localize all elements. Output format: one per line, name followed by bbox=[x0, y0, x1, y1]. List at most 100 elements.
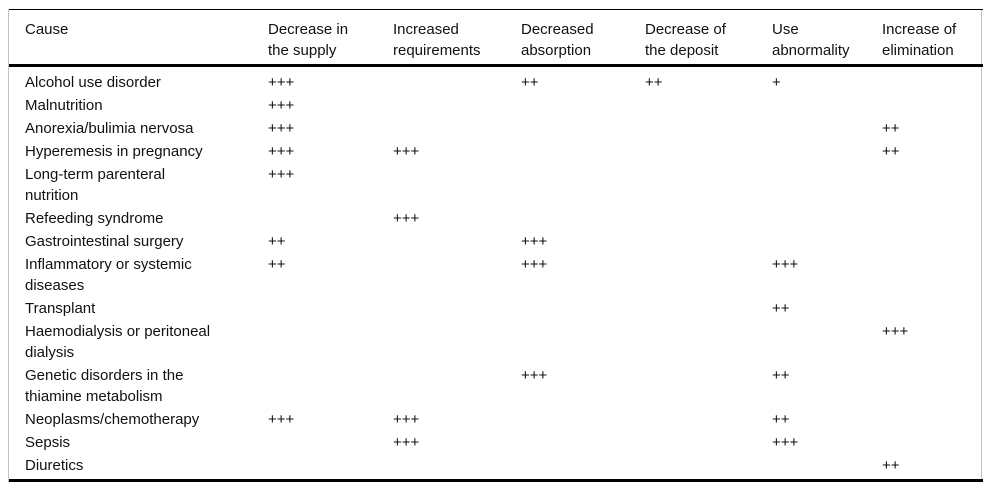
value-cell bbox=[866, 94, 983, 117]
value-cell: +++ bbox=[772, 434, 799, 451]
value-cell bbox=[756, 454, 866, 481]
column-header-cause: Cause bbox=[9, 9, 252, 67]
table-row: Malnutrition +++ bbox=[9, 94, 983, 117]
value-cell bbox=[629, 230, 756, 253]
value-cell bbox=[505, 94, 629, 117]
value-cell: +++ bbox=[521, 233, 548, 250]
value-cell: +++ bbox=[268, 74, 295, 91]
cause-cell: Haemodialysis or peritoneal dialysis bbox=[25, 323, 211, 361]
value-cell bbox=[252, 364, 377, 408]
value-cell: +++ bbox=[393, 210, 420, 227]
table-row: Transplant ++ bbox=[9, 297, 983, 320]
table-row: Haemodialysis or peritoneal dialysis +++ bbox=[9, 320, 983, 364]
table-row: Anorexia/bulimia nervosa +++ ++ bbox=[9, 117, 983, 140]
value-cell bbox=[629, 117, 756, 140]
table-row: Genetic disorders in the thiamine metabo… bbox=[9, 364, 983, 408]
value-cell: ++ bbox=[772, 300, 790, 317]
causes-table-frame: Cause Decrease in the supply Increased req… bbox=[8, 9, 983, 482]
column-header: Increased requirements bbox=[377, 9, 505, 67]
table-row: Long-term parenteral nutrition +++ bbox=[9, 163, 983, 207]
value-cell bbox=[629, 297, 756, 320]
value-cell: +++ bbox=[882, 323, 909, 340]
value-cell bbox=[756, 207, 866, 230]
value-cell bbox=[629, 431, 756, 454]
cause-cell: Gastrointestinal surgery bbox=[25, 233, 184, 250]
cause-cell: Diuretics bbox=[25, 457, 84, 474]
table-body: Alcohol use disorder +++ ++ ++ + Malnutrition… bbox=[9, 66, 983, 481]
table-row: Inflammatory or systemic diseases ++ +++ ++… bbox=[9, 253, 983, 297]
value-cell bbox=[756, 117, 866, 140]
value-cell bbox=[866, 230, 983, 253]
cause-cell: Genetic disorders in the thiamine metabo… bbox=[25, 367, 184, 405]
value-cell bbox=[866, 253, 983, 297]
value-cell bbox=[377, 454, 505, 481]
table-row: Hyperemesis in pregnancy +++ +++ ++ bbox=[9, 140, 983, 163]
value-cell: +++ bbox=[268, 143, 295, 160]
value-cell bbox=[629, 364, 756, 408]
table-row: Neoplasms/chemotherapy +++ +++ ++ bbox=[9, 408, 983, 431]
value-cell: +++ bbox=[772, 256, 799, 273]
value-cell: + bbox=[772, 74, 781, 91]
cause-cell: Long-term parenteral nutrition bbox=[25, 166, 166, 204]
value-cell: +++ bbox=[393, 143, 420, 160]
value-cell: +++ bbox=[393, 434, 420, 451]
cause-cell: Inflammatory or systemic diseases bbox=[25, 256, 192, 294]
cause-cell: Neoplasms/chemotherapy bbox=[25, 411, 200, 428]
value-cell bbox=[629, 454, 756, 481]
value-cell bbox=[629, 408, 756, 431]
value-cell bbox=[505, 431, 629, 454]
value-cell bbox=[252, 320, 377, 364]
value-cell bbox=[252, 297, 377, 320]
cause-cell: Hyperemesis in pregnancy bbox=[25, 143, 203, 160]
value-cell bbox=[866, 297, 983, 320]
value-cell bbox=[629, 320, 756, 364]
value-cell bbox=[629, 140, 756, 163]
value-cell: +++ bbox=[521, 256, 548, 273]
value-cell: ++ bbox=[772, 367, 790, 384]
table-row: Refeeding syndrome +++ bbox=[9, 207, 983, 230]
value-cell: ++ bbox=[882, 143, 900, 160]
value-cell bbox=[377, 163, 505, 207]
column-header: Use abnormality bbox=[756, 9, 866, 67]
cause-cell: Anorexia/bulimia nervosa bbox=[25, 120, 194, 137]
cause-cell: Malnutrition bbox=[25, 97, 103, 114]
value-cell bbox=[252, 454, 377, 481]
value-cell bbox=[505, 163, 629, 207]
value-cell bbox=[629, 94, 756, 117]
value-cell bbox=[377, 94, 505, 117]
table-row: Sepsis +++ +++ bbox=[9, 431, 983, 454]
value-cell: ++ bbox=[521, 74, 539, 91]
value-cell: ++ bbox=[645, 74, 663, 91]
table-row: Gastrointestinal surgery ++ +++ bbox=[9, 230, 983, 253]
value-cell bbox=[505, 297, 629, 320]
value-cell: ++ bbox=[268, 233, 286, 250]
cause-cell: Alcohol use disorder bbox=[25, 74, 161, 91]
table-row: Alcohol use disorder +++ ++ ++ + bbox=[9, 66, 983, 95]
value-cell bbox=[756, 94, 866, 117]
column-header: Increase of elimination bbox=[866, 9, 983, 67]
cause-cell: Transplant bbox=[25, 300, 96, 317]
value-cell bbox=[756, 140, 866, 163]
value-cell: ++ bbox=[882, 457, 900, 474]
value-cell bbox=[629, 163, 756, 207]
value-cell bbox=[756, 230, 866, 253]
value-cell bbox=[505, 454, 629, 481]
value-cell: ++ bbox=[772, 411, 790, 428]
cause-cell: Sepsis bbox=[25, 434, 71, 451]
value-cell bbox=[252, 207, 377, 230]
cause-cell: Refeeding syndrome bbox=[25, 210, 164, 227]
value-cell bbox=[377, 364, 505, 408]
value-cell bbox=[377, 66, 505, 95]
value-cell bbox=[866, 408, 983, 431]
value-cell: +++ bbox=[268, 97, 295, 114]
value-cell bbox=[377, 253, 505, 297]
value-cell bbox=[756, 320, 866, 364]
value-cell: +++ bbox=[393, 411, 420, 428]
column-header: Decreased absorption bbox=[505, 9, 629, 67]
value-cell bbox=[756, 163, 866, 207]
value-cell bbox=[505, 140, 629, 163]
value-cell bbox=[377, 230, 505, 253]
value-cell bbox=[866, 163, 983, 207]
value-cell bbox=[505, 207, 629, 230]
